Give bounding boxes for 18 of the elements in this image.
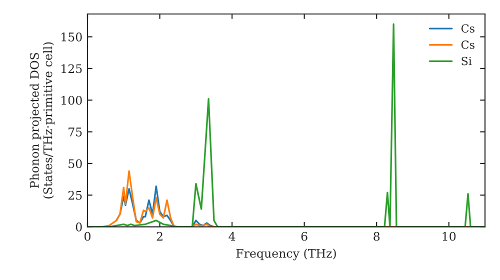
x-tick-label: 0 bbox=[84, 232, 90, 241]
y-tick-label: 0 bbox=[76, 222, 82, 232]
x-tick-label: 10 bbox=[442, 232, 456, 241]
y-tick-label: 50 bbox=[68, 159, 82, 168]
x-tick-label: 6 bbox=[301, 232, 308, 241]
y-tick-label: 150 bbox=[62, 32, 82, 42]
legend-label: Cs bbox=[461, 40, 474, 49]
x-axis-title: Frequency (THz) bbox=[236, 248, 336, 260]
legend-label: Si bbox=[462, 56, 472, 66]
y-tick-label: 100 bbox=[62, 96, 82, 105]
y-tick-label: 25 bbox=[68, 190, 82, 200]
legend-label: Cs bbox=[461, 24, 474, 33]
x-tick-label: 4 bbox=[228, 232, 236, 241]
x-tick-label: 2 bbox=[156, 232, 162, 241]
y-tick-label: 125 bbox=[62, 64, 82, 74]
y-tick-label: 75 bbox=[68, 128, 82, 136]
x-tick-label: 8 bbox=[374, 232, 380, 241]
y-axis-title: Phonon projected DOS (States/THz·primitive cell) bbox=[30, 42, 55, 198]
